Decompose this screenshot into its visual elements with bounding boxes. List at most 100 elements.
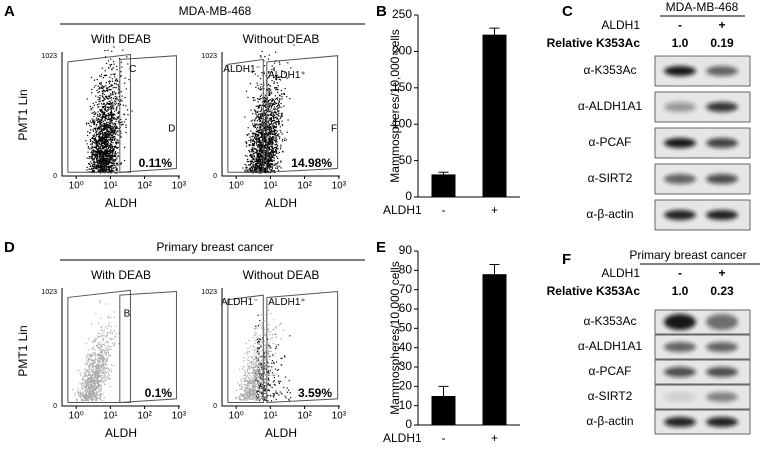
event: [122, 49, 123, 50]
event: [273, 170, 274, 171]
y-axis-label: PMT1 Lin: [16, 89, 30, 140]
event: [281, 121, 282, 122]
event: [256, 391, 257, 392]
event: [93, 360, 94, 361]
event: [290, 397, 291, 398]
event: [106, 82, 107, 83]
event: [267, 166, 268, 167]
event: [98, 119, 99, 120]
event: [106, 364, 107, 365]
event: [275, 150, 276, 151]
event: [275, 95, 276, 96]
event: [246, 165, 247, 166]
event: [269, 324, 270, 325]
event: [96, 392, 97, 393]
event: [275, 52, 276, 53]
event: [110, 121, 111, 122]
event: [98, 127, 99, 128]
event: [264, 65, 265, 66]
event: [114, 117, 115, 118]
event: [114, 317, 115, 318]
event: [89, 365, 90, 366]
event: [256, 140, 257, 141]
event: [110, 93, 111, 94]
event: [252, 143, 253, 144]
event: [254, 119, 255, 120]
event: [104, 135, 105, 136]
event: [108, 356, 109, 357]
event: [253, 136, 254, 137]
event: [107, 334, 108, 335]
event: [258, 108, 259, 109]
event: [240, 379, 241, 380]
event: [116, 79, 117, 80]
event: [117, 106, 118, 107]
event: [273, 149, 274, 150]
event: [260, 385, 261, 386]
event: [269, 105, 270, 106]
event: [96, 136, 97, 137]
event: [258, 119, 259, 120]
event: [258, 344, 259, 345]
event: [270, 104, 271, 105]
event: [95, 96, 96, 97]
event: [88, 387, 89, 388]
event: [100, 362, 101, 363]
event: [94, 394, 95, 395]
event: [277, 97, 278, 98]
event: [255, 170, 256, 171]
event: [276, 346, 277, 347]
event: [102, 158, 103, 159]
event: [125, 105, 126, 106]
event: [255, 87, 256, 88]
event: [95, 141, 96, 142]
event: [94, 355, 95, 356]
event: [92, 107, 93, 108]
event: [253, 144, 254, 145]
event: [104, 330, 105, 331]
event: [270, 128, 271, 129]
event: [254, 148, 255, 149]
event: [102, 358, 103, 359]
event: [91, 377, 92, 378]
event: [279, 136, 280, 137]
event: [105, 120, 106, 121]
event: [90, 141, 91, 142]
event: [90, 166, 91, 167]
event: [255, 362, 256, 363]
event: [114, 159, 115, 160]
event: [275, 127, 276, 128]
event: [256, 152, 257, 153]
event: [245, 392, 246, 393]
event: [280, 126, 281, 127]
event: [113, 158, 114, 159]
event: [104, 367, 105, 368]
event: [105, 96, 106, 97]
event: [102, 114, 103, 115]
event: [116, 333, 117, 334]
event: [272, 156, 273, 157]
event: [259, 125, 260, 126]
y-tick-label: 0: [53, 403, 57, 410]
event: [98, 376, 99, 377]
event: [115, 80, 116, 81]
event: [275, 344, 276, 345]
event: [98, 111, 99, 112]
event: [271, 169, 272, 170]
event: [110, 386, 111, 387]
event: [121, 124, 122, 125]
event: [92, 153, 93, 154]
event: [115, 118, 116, 119]
event: [258, 88, 259, 89]
event: [268, 156, 269, 157]
event: [89, 358, 90, 359]
event: [104, 133, 105, 134]
event: [94, 361, 95, 362]
event: [110, 140, 111, 141]
event: [272, 121, 273, 122]
event: [100, 391, 101, 392]
event: [252, 123, 253, 124]
event: [104, 50, 105, 51]
event: [239, 396, 240, 397]
event: [114, 330, 115, 331]
